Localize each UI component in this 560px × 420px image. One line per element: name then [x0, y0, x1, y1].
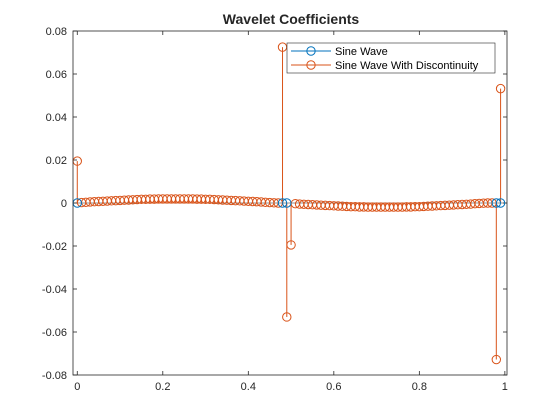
y-tick-label: 0.08 [46, 26, 67, 38]
stem-marker [282, 198, 292, 208]
y-tick-label: -0.02 [42, 241, 67, 253]
stem-marker [491, 198, 502, 208]
y-tick-label: 0.02 [46, 155, 67, 167]
stem-marker [282, 312, 292, 322]
chart-title: Wavelet Coefficients [223, 11, 360, 27]
x-tick-label: 0.6 [326, 381, 341, 393]
series-discontinuity-stems [72, 42, 506, 365]
x-tick-label: 0.8 [412, 381, 427, 393]
plot-frame [72, 30, 508, 376]
y-tick-label: 0 [61, 198, 67, 210]
y-tick-label: -0.08 [42, 370, 67, 382]
x-tick-label: 0.2 [155, 381, 170, 393]
y-tick-label: 0.06 [46, 69, 67, 81]
x-axis: 0 0.2 0.4 0.6 0.8 1 [74, 31, 508, 393]
stem-marker [495, 83, 506, 94]
legend-discontinuity-label: Sine Wave With Discontinuity [335, 60, 479, 72]
stem-marker [495, 198, 506, 208]
y-tick-label: -0.06 [42, 327, 67, 339]
y-axis: -0.08 -0.06 -0.04 -0.02 0 0.02 0.04 0.06 0.08 [42, 26, 507, 382]
x-tick-label: 0.4 [241, 381, 256, 393]
x-tick-label: 1 [502, 381, 508, 393]
y-tick-label: -0.04 [42, 284, 67, 296]
legend-box [286, 42, 496, 74]
legend: Sine Wave Sine Wave With Discontinuity [286, 42, 496, 74]
stem-marker [286, 240, 296, 250]
legend-sine-label: Sine Wave [335, 46, 388, 58]
legend-sine-marker [306, 46, 316, 56]
y-tick-label: 0.04 [46, 112, 67, 124]
stem-marker [277, 198, 288, 208]
stem-marker [491, 354, 502, 365]
series-sine-stems [72, 198, 506, 208]
x-tick-label: 0 [74, 381, 80, 393]
legend-discontinuity-marker [306, 60, 316, 70]
